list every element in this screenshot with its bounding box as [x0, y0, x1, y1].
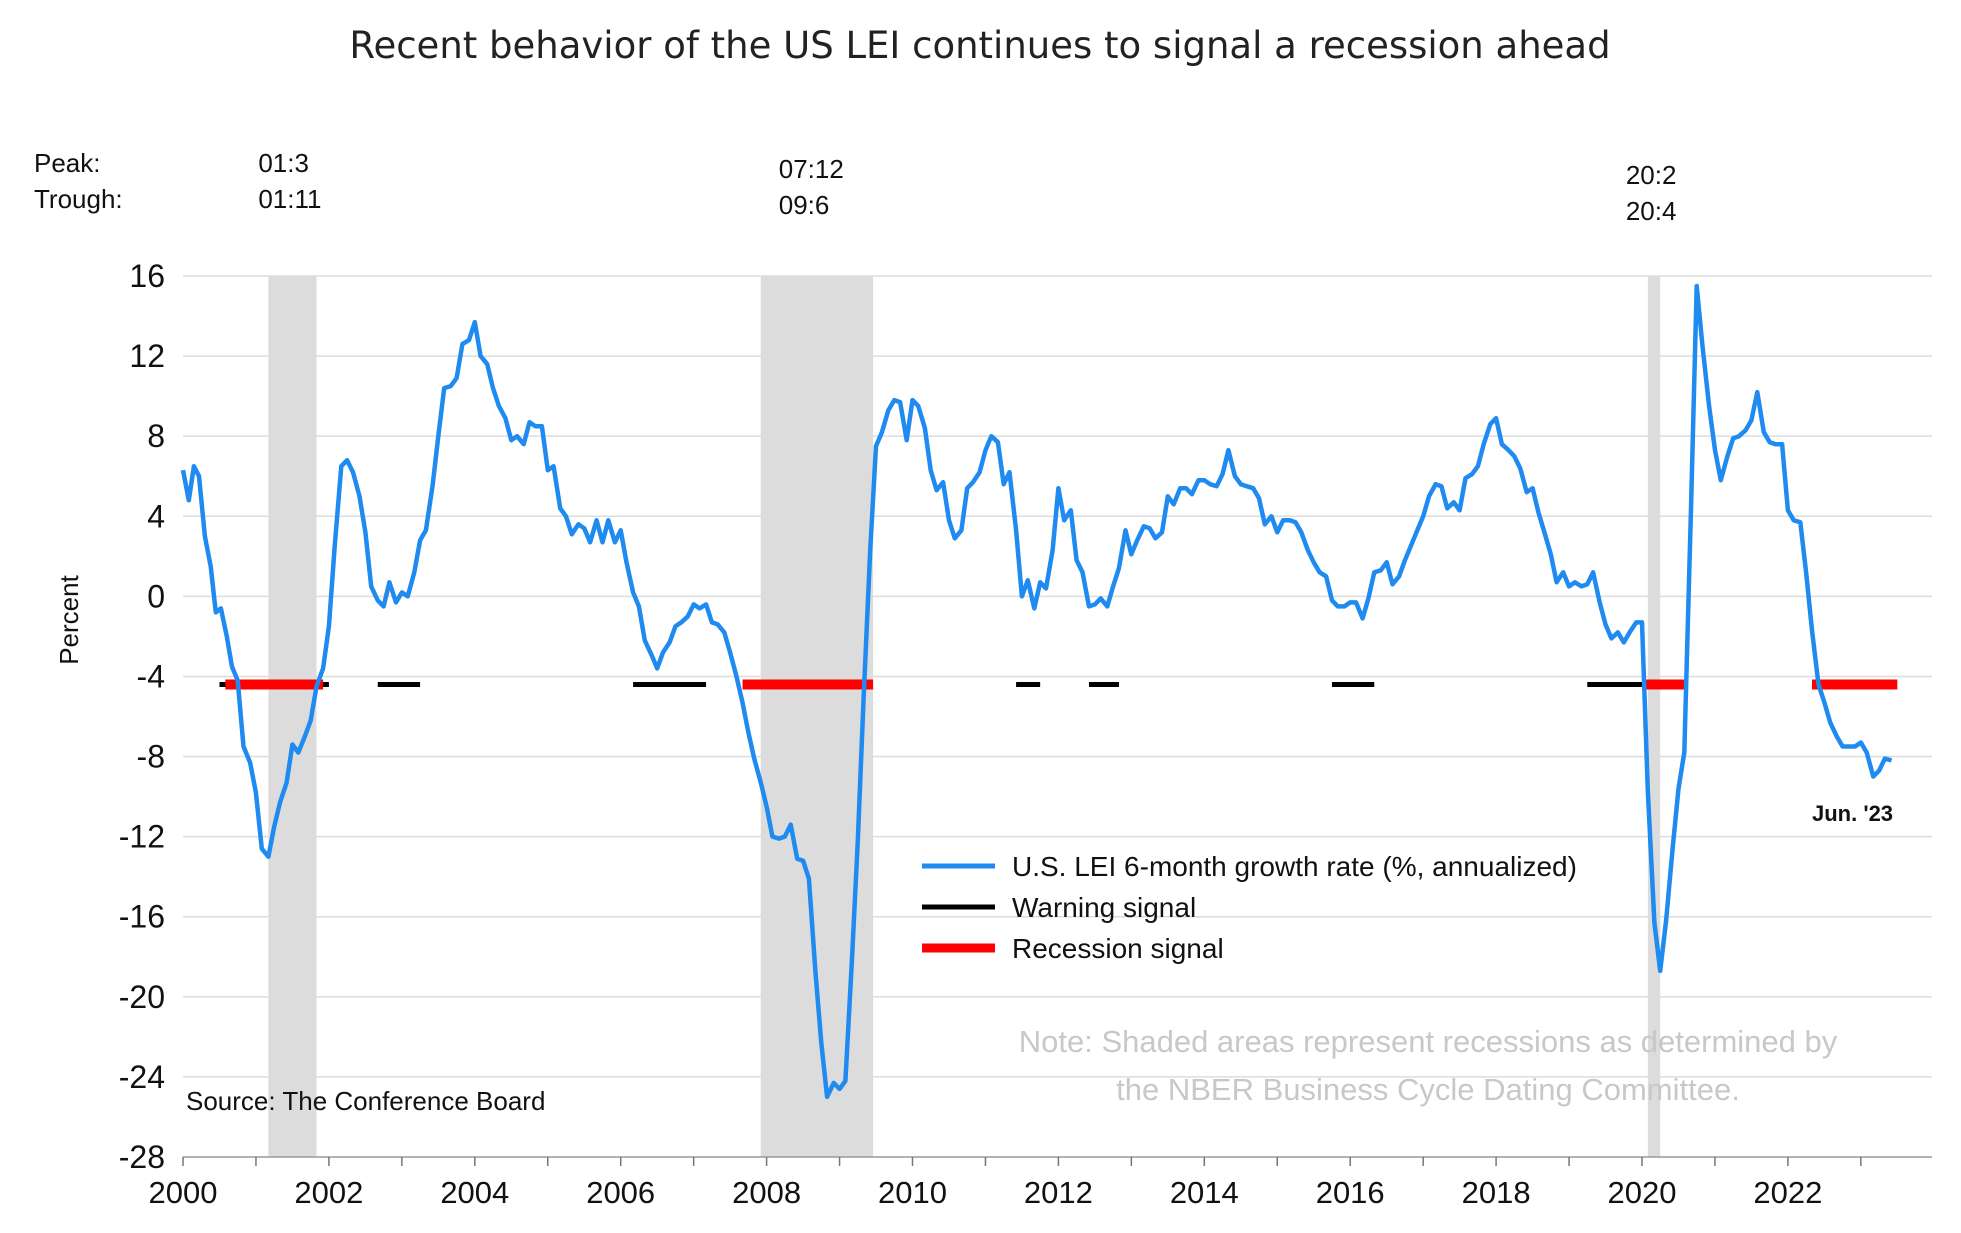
recession-shade-0 — [268, 276, 317, 1157]
y-tick-label: 4 — [147, 498, 165, 534]
recession-trough-date: 01:11 — [258, 184, 321, 214]
x-tick-label: 2000 — [149, 1175, 218, 1210]
axes — [182, 1156, 1932, 1166]
recession-trough-date: 09:6 — [779, 190, 830, 220]
recession-peak-date: 20:2 — [1626, 160, 1677, 190]
x-tick-labels: 2000 2002 2004 2006 2008 2010 2012 2014 2016 2018… — [149, 1175, 1823, 1210]
recession-shades — [268, 276, 1661, 1157]
x-tick-label: 2018 — [1462, 1175, 1531, 1210]
y-tick-label: 12 — [129, 338, 165, 374]
y-tick-label: -24 — [119, 1059, 165, 1095]
y-tick-label: -28 — [119, 1139, 165, 1175]
y-tick-label: -4 — [137, 658, 165, 694]
x-tick-label: 2012 — [1024, 1175, 1093, 1210]
y-tick-labels: 16 12 8 4 0 -4 -8 -12 -16 -20 -24 -28 — [119, 258, 165, 1175]
trough-label: Trough: — [34, 184, 123, 214]
y-tick-label: -12 — [119, 819, 165, 855]
x-tick-label: 2002 — [294, 1175, 363, 1210]
legend-label-lei: U.S. LEI 6-month growth rate (%, annuali… — [1012, 851, 1577, 882]
x-tick-label: 2008 — [732, 1175, 801, 1210]
recession-trough-date: 20:4 — [1626, 196, 1677, 226]
x-tick-label: 2020 — [1608, 1175, 1677, 1210]
lei-series — [180, 283, 1893, 1100]
legend: U.S. LEI 6-month growth rate (%, annuali… — [922, 851, 1577, 964]
recession-peak-date: 01:3 — [258, 148, 309, 178]
x-tick-label: 2004 — [440, 1175, 509, 1210]
x-tick-label: 2010 — [878, 1175, 947, 1210]
source-text: Source: The Conference Board — [186, 1086, 545, 1116]
peak-label: Peak: — [34, 148, 101, 178]
lei-growth-line — [180, 283, 1893, 1100]
y-tick-label: 0 — [147, 578, 165, 614]
x-tick-label: 2016 — [1316, 1175, 1385, 1210]
recession-peak-date: 07:12 — [779, 154, 844, 184]
recession-shade-1 — [760, 276, 874, 1157]
legend-label-warning: Warning signal — [1012, 892, 1196, 923]
y-tick-label: -20 — [119, 979, 165, 1015]
y-axis-label: Percent — [54, 574, 84, 664]
legend-label-recession: Recession signal — [1012, 933, 1224, 964]
note-line-2: the NBER Business Cycle Dating Committee… — [1116, 1072, 1740, 1107]
y-tick-label: -8 — [137, 739, 165, 775]
note-line-1: Note: Shaded areas represent recessions … — [1019, 1024, 1838, 1059]
x-tick-label: 2014 — [1170, 1175, 1239, 1210]
y-tick-label: 16 — [129, 258, 165, 294]
last-point-label: Jun. '23 — [1812, 801, 1893, 826]
y-tick-label: 8 — [147, 418, 165, 454]
chart-title: Recent behavior of the US LEI continues … — [349, 24, 1610, 67]
x-tick-label: 2006 — [586, 1175, 655, 1210]
x-tick-label: 2022 — [1753, 1175, 1822, 1210]
recession-date-labels: 01:3 01:11 07:12 09:6 20:2 20:4 — [258, 148, 1676, 226]
y-tick-label: -16 — [119, 899, 165, 935]
